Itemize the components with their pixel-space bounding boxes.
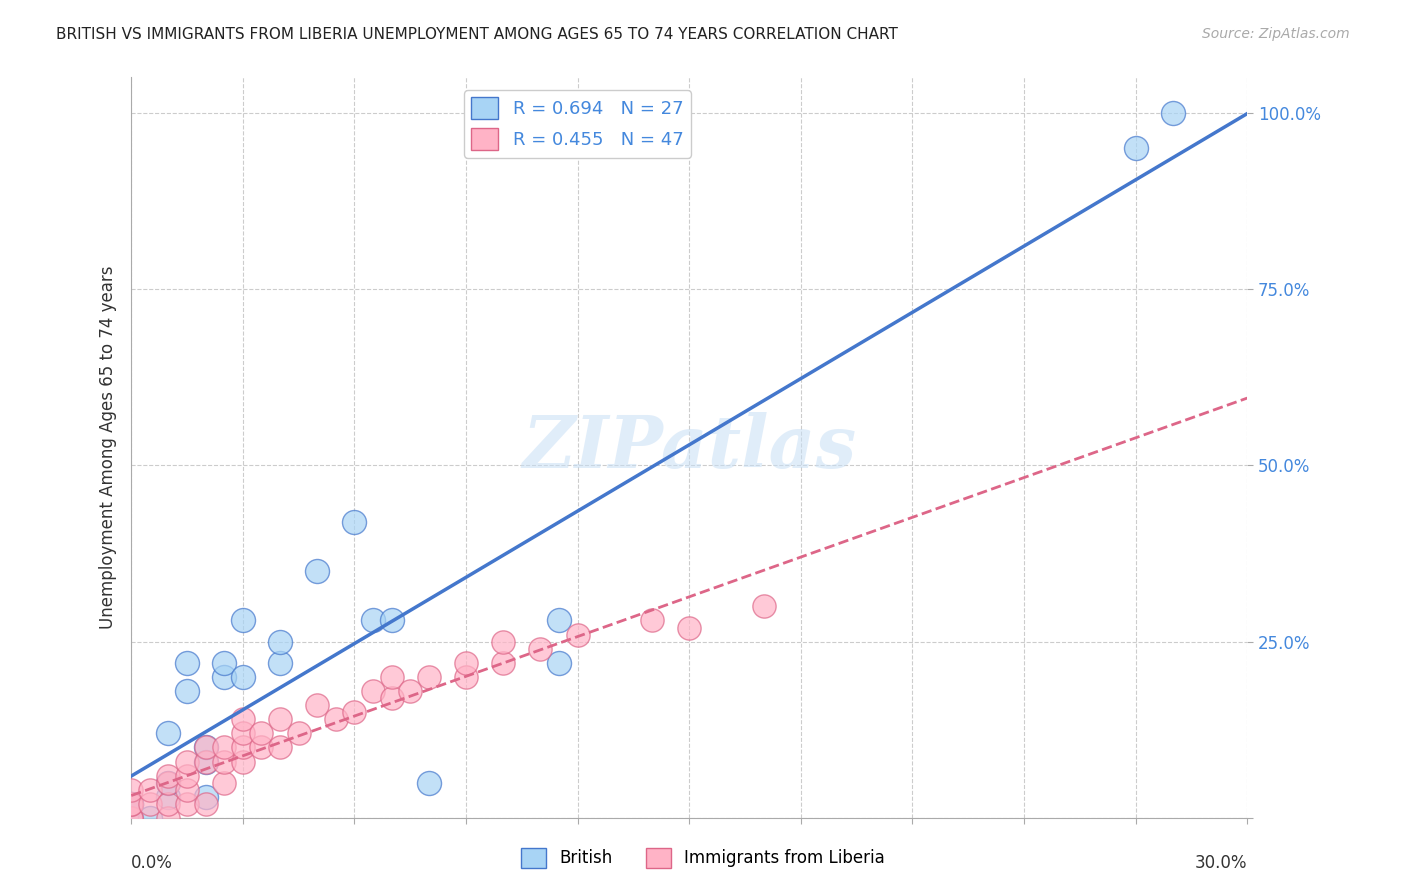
Point	[194, 755, 217, 769]
Point	[212, 656, 235, 670]
Point	[176, 684, 198, 698]
Text: 0.0%: 0.0%	[131, 854, 173, 871]
Legend: R = 0.694   N = 27, R = 0.455   N = 47: R = 0.694 N = 27, R = 0.455 N = 47	[464, 90, 690, 158]
Point	[139, 797, 162, 811]
Point	[176, 782, 198, 797]
Point	[269, 634, 291, 648]
Point	[454, 656, 477, 670]
Point	[176, 755, 198, 769]
Point	[232, 670, 254, 684]
Point	[641, 614, 664, 628]
Point	[269, 740, 291, 755]
Point	[343, 515, 366, 529]
Point	[381, 691, 404, 706]
Text: Source: ZipAtlas.com: Source: ZipAtlas.com	[1202, 27, 1350, 41]
Point	[176, 769, 198, 783]
Point	[176, 797, 198, 811]
Point	[361, 684, 384, 698]
Point	[678, 620, 700, 634]
Point	[269, 656, 291, 670]
Point	[325, 712, 347, 726]
Point	[567, 627, 589, 641]
Point	[194, 740, 217, 755]
Point	[548, 614, 571, 628]
Point	[232, 712, 254, 726]
Point	[232, 726, 254, 740]
Point	[250, 740, 273, 755]
Point	[194, 740, 217, 755]
Point	[157, 775, 180, 789]
Point	[157, 811, 180, 825]
Point	[120, 811, 142, 825]
Point	[287, 726, 309, 740]
Point	[492, 634, 515, 648]
Text: ZIPatlas: ZIPatlas	[522, 412, 856, 483]
Point	[194, 789, 217, 804]
Point	[307, 564, 329, 578]
Point	[120, 811, 142, 825]
Point	[307, 698, 329, 712]
Y-axis label: Unemployment Among Ages 65 to 74 years: Unemployment Among Ages 65 to 74 years	[100, 266, 117, 630]
Point	[157, 769, 180, 783]
Point	[418, 670, 440, 684]
Point	[212, 670, 235, 684]
Point	[194, 797, 217, 811]
Point	[157, 797, 180, 811]
Point	[212, 755, 235, 769]
Point	[418, 775, 440, 789]
Point	[120, 797, 142, 811]
Point	[157, 726, 180, 740]
Point	[120, 797, 142, 811]
Point	[157, 775, 180, 789]
Point	[361, 614, 384, 628]
Point	[194, 755, 217, 769]
Text: BRITISH VS IMMIGRANTS FROM LIBERIA UNEMPLOYMENT AMONG AGES 65 TO 74 YEARS CORREL: BRITISH VS IMMIGRANTS FROM LIBERIA UNEMP…	[56, 27, 898, 42]
Point	[381, 614, 404, 628]
Point	[381, 670, 404, 684]
Legend: British, Immigrants from Liberia: British, Immigrants from Liberia	[515, 841, 891, 875]
Point	[139, 811, 162, 825]
Point	[232, 755, 254, 769]
Point	[120, 797, 142, 811]
Point	[250, 726, 273, 740]
Point	[548, 656, 571, 670]
Point	[529, 641, 551, 656]
Point	[120, 797, 142, 811]
Point	[212, 775, 235, 789]
Point	[120, 782, 142, 797]
Point	[176, 656, 198, 670]
Point	[752, 599, 775, 614]
Point	[269, 712, 291, 726]
Point	[343, 705, 366, 719]
Point	[232, 740, 254, 755]
Point	[232, 614, 254, 628]
Point	[212, 740, 235, 755]
Point	[454, 670, 477, 684]
Point	[139, 782, 162, 797]
Point	[399, 684, 422, 698]
Point	[157, 789, 180, 804]
Point	[120, 811, 142, 825]
Point	[1125, 141, 1147, 155]
Text: 30.0%: 30.0%	[1195, 854, 1247, 871]
Point	[1161, 105, 1184, 120]
Point	[492, 656, 515, 670]
